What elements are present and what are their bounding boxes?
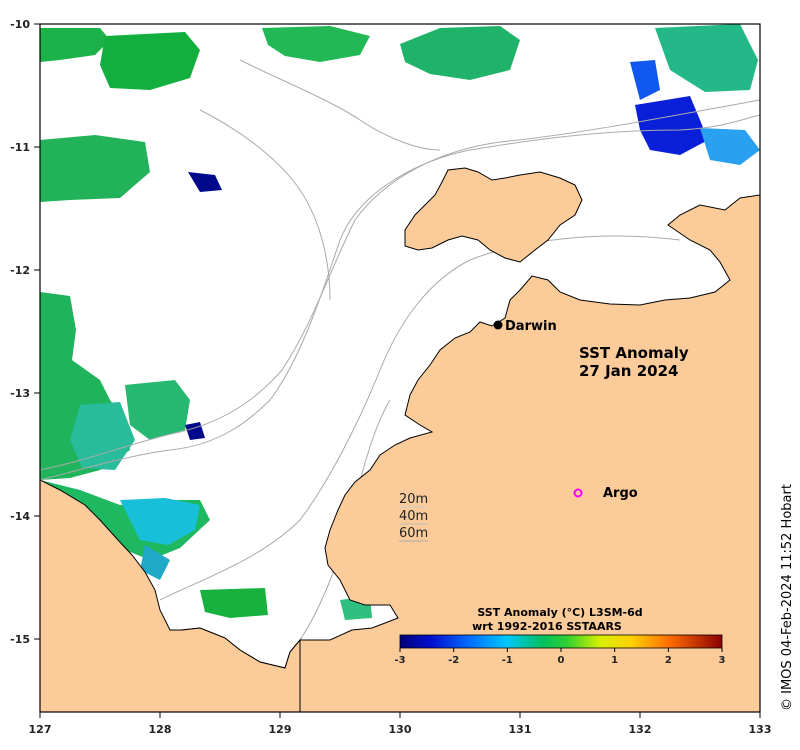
lat-tick-label: -10	[10, 18, 30, 31]
lon-axis: 127 128 129 130 131 132 133	[29, 712, 772, 736]
lat-tick-label: -12	[10, 264, 30, 277]
sst-patch-darkblue-w	[188, 172, 222, 192]
depth-legend-20m: 20m	[399, 492, 428, 507]
argo-marker	[573, 488, 583, 498]
lon-tick-label: 129	[269, 723, 292, 736]
sst-patch-nw	[40, 28, 110, 62]
lon-tick-label: 132	[629, 723, 652, 736]
sst-patch-west3	[125, 380, 190, 440]
sst-patch-ne-green	[655, 24, 758, 92]
lon-tick-label: 127	[29, 723, 52, 736]
sst-patch-ne-cyan	[700, 128, 760, 165]
land	[40, 167, 760, 712]
depth-legend-60m: 60m	[399, 526, 428, 541]
lon-tick-label: 128	[149, 723, 172, 736]
sst-patch-north3	[400, 26, 520, 80]
lat-tick-label: -14	[10, 510, 30, 523]
sst-patch-sw-cyan	[120, 498, 200, 545]
west-coast	[40, 479, 301, 712]
sst-patch-north2	[262, 26, 370, 62]
tiwi-islands	[404, 167, 583, 263]
sst-patch-sw-tail	[140, 545, 170, 580]
colorbar-tick-label: -3	[394, 655, 405, 666]
lat-tick-label: -11	[10, 141, 30, 154]
colorbar-tick-label: 1	[611, 655, 618, 666]
map-title-line2: 27 Jan 2024	[579, 362, 678, 380]
map-title-line1: SST Anomaly	[579, 344, 689, 362]
lon-tick-label: 133	[749, 723, 772, 736]
colorbar-tick-label: 0	[558, 655, 565, 666]
sst-patch-south	[200, 588, 268, 618]
credit-text: © IMOS 04-Feb-2024 11:52 Hobart	[780, 484, 795, 711]
depth-legend: 20m 40m 60m	[399, 492, 428, 542]
sst-patch-north	[100, 32, 200, 90]
lat-tick-label: -13	[10, 387, 30, 400]
lon-tick-label: 131	[509, 723, 532, 736]
colorbar-title-line2: wrt 1992-2016 SSTAARS	[472, 620, 622, 633]
darwin-marker	[493, 320, 503, 330]
lat-tick-label: -15	[10, 633, 30, 646]
sst-patch-ne-blue	[635, 96, 708, 155]
argo-label: Argo	[603, 486, 638, 501]
sst-patch-ne-blue2	[630, 60, 660, 100]
colorbar-title-line1: SST Anomaly (°C) L3SM-6d	[477, 606, 642, 619]
darwin-label: Darwin	[505, 319, 557, 334]
colorbar: SST Anomaly (°C) L3SM-6d wrt 1992-2016 S…	[394, 606, 725, 666]
colorbar-tick-label: 2	[665, 655, 672, 666]
colorbar-tick-label: -1	[502, 655, 513, 666]
colorbar-tick-label: -2	[448, 655, 459, 666]
depth-legend-40m: 40m	[399, 509, 428, 524]
colorbar-tick-label: 3	[719, 655, 726, 666]
lon-tick-label: 130	[389, 723, 412, 736]
sst-patch-west4	[70, 402, 135, 470]
lat-axis: -10 -11 -12 -13 -14 -15	[10, 18, 40, 646]
sst-data-layer	[40, 24, 760, 620]
sst-patch-west	[40, 135, 150, 202]
colorbar-gradient	[399, 634, 723, 649]
